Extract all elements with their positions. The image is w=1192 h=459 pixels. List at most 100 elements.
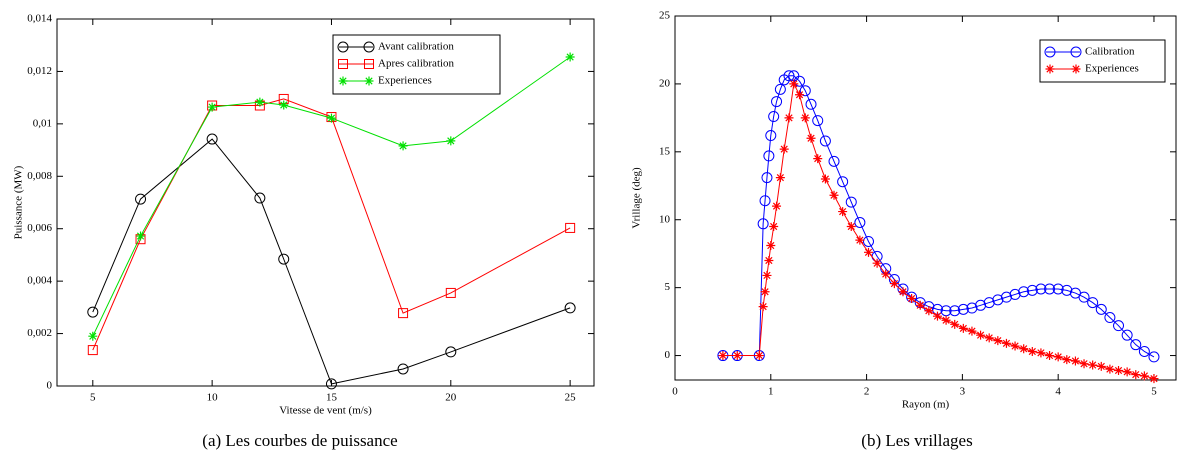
marker (805, 98, 817, 110)
marker (255, 97, 265, 107)
marker (1019, 344, 1029, 354)
marker (932, 311, 942, 321)
marker (1045, 64, 1055, 74)
marker (775, 173, 785, 183)
marker (326, 113, 336, 123)
marker (771, 96, 783, 108)
marker (206, 133, 218, 145)
marker (774, 83, 786, 95)
x-tick-label: 10 (207, 392, 219, 404)
y-tick-label: 0,008 (27, 170, 52, 182)
marker (278, 253, 290, 265)
marker (854, 216, 866, 228)
x-tick-label: 2 (864, 386, 870, 398)
marker (1087, 297, 1099, 309)
marker (207, 102, 217, 112)
marker (915, 300, 925, 310)
marker (337, 41, 349, 53)
marker (446, 136, 456, 146)
y-tick-label: 0,006 (27, 222, 52, 234)
marker (950, 319, 960, 329)
marker (976, 330, 986, 340)
marker (1027, 346, 1037, 356)
x-tick-label: 25 (565, 392, 577, 404)
marker (364, 59, 374, 69)
marker (828, 155, 840, 167)
marker (837, 176, 849, 188)
marker (1105, 364, 1115, 374)
marker (812, 115, 824, 127)
marker (363, 41, 375, 53)
marker (1070, 356, 1080, 366)
legend-label: Calibration (1085, 46, 1135, 58)
marker (445, 287, 456, 298)
marker (87, 306, 99, 318)
marker (1088, 360, 1098, 370)
marker (864, 247, 874, 257)
marker (1122, 367, 1132, 377)
marker (136, 231, 146, 241)
marker (941, 315, 951, 325)
x-tick-label: 5 (1151, 386, 1157, 398)
caption: (b) Les vrillages (861, 431, 972, 450)
marker (1104, 312, 1116, 324)
caption: (a) Les courbes de puissance (202, 431, 397, 450)
marker (279, 100, 289, 110)
marker (1035, 283, 1047, 295)
marker (924, 306, 934, 316)
marker (1138, 345, 1150, 357)
marker (758, 302, 768, 312)
marker (765, 130, 777, 142)
marker (1045, 351, 1055, 361)
marker (1148, 351, 1160, 363)
marker (967, 326, 977, 336)
y-tick-label: 0 (665, 349, 671, 361)
legend-label: Experiences (378, 75, 432, 87)
marker (769, 222, 779, 232)
marker (87, 345, 98, 356)
marker (1053, 352, 1063, 362)
marker (1149, 374, 1159, 384)
marker (863, 235, 875, 247)
series-line (92, 138, 571, 385)
marker (364, 76, 374, 86)
marker (1026, 284, 1038, 296)
marker (889, 279, 899, 289)
series-line (92, 98, 571, 351)
marker (760, 287, 770, 297)
y-tick-label: 0,01 (33, 117, 52, 129)
marker (754, 351, 764, 361)
y-axis-label: Vrillage (deg) (631, 167, 643, 229)
marker (984, 333, 994, 343)
series-line (92, 56, 571, 337)
legend-label: Experiences (1085, 63, 1139, 75)
marker (565, 52, 575, 62)
marker (1079, 359, 1089, 369)
y-tick-label: 25 (659, 10, 671, 22)
marker (763, 150, 775, 162)
y-tick-label: 20 (659, 77, 671, 89)
marker (784, 113, 794, 123)
series-line (722, 82, 1155, 380)
marker (88, 331, 98, 341)
x-tick-label: 1 (768, 386, 774, 398)
marker (1044, 283, 1056, 295)
marker (766, 241, 776, 251)
marker (898, 287, 908, 297)
marker (799, 85, 811, 97)
marker (398, 308, 409, 319)
marker (338, 59, 348, 69)
legend-label: Apres calibration (378, 58, 455, 70)
marker (1062, 355, 1072, 365)
marker (565, 222, 576, 233)
marker (1121, 329, 1133, 341)
marker (1113, 320, 1125, 332)
marker (993, 336, 1003, 346)
marker (1044, 46, 1056, 58)
marker (718, 351, 728, 361)
marker (1139, 371, 1149, 381)
marker (135, 193, 147, 205)
marker (761, 172, 773, 184)
marker (1078, 291, 1090, 303)
